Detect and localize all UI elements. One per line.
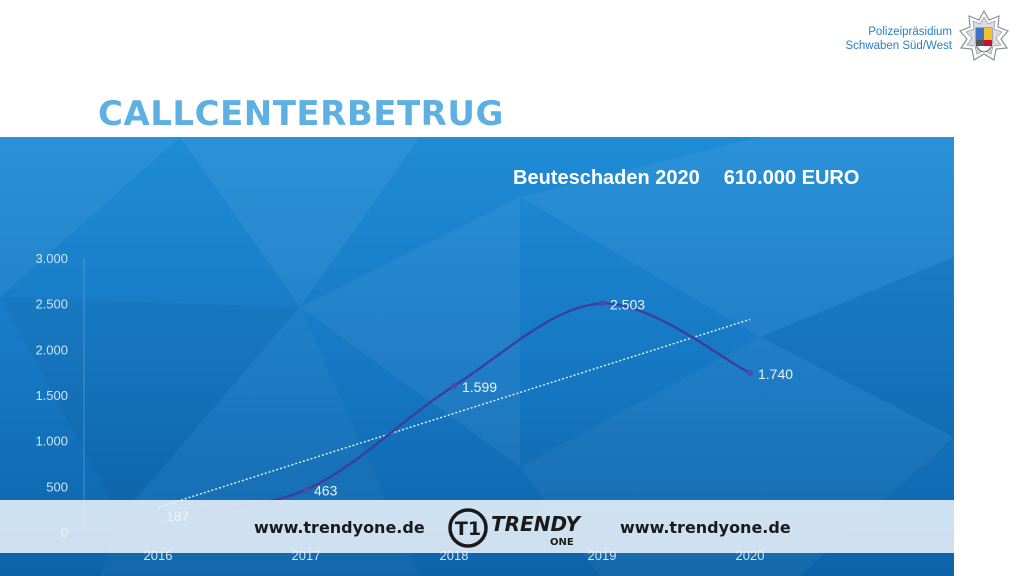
trendyone-logo-icon: T1 TRENDY ONE — [448, 508, 582, 548]
data-point — [599, 300, 605, 307]
police-star-icon — [958, 10, 1010, 61]
logo-mark: T1 — [455, 518, 481, 540]
banner-url-right[interactable]: www.trendyone.de — [620, 518, 791, 537]
promo-banner: www.trendyone.de T1 TRENDY ONE www.trend… — [0, 500, 954, 553]
headline: Beuteschaden 2020 610.000 EURO — [513, 167, 859, 190]
headline-label: Beuteschaden 2020 — [513, 167, 700, 189]
data-label: 463 — [314, 483, 338, 499]
headline-value: 610.000 EURO — [723, 167, 860, 189]
organization-line-2: Schwaben Süd/West — [845, 40, 952, 52]
data-label: 1.599 — [462, 379, 497, 395]
y-tick-label: 1.000 — [35, 434, 68, 449]
y-tick-label: 2.000 — [35, 342, 68, 357]
data-point — [303, 486, 309, 493]
background-pattern — [0, 137, 954, 576]
organization-name: Polizeipräsidium Schwaben Süd/West — [845, 25, 952, 53]
data-point — [747, 370, 753, 377]
organization-line-1: Polizeipräsidium — [868, 26, 952, 38]
logo-text: TRENDY — [491, 512, 582, 536]
series-line — [157, 302, 751, 517]
page-title: CALLCENTERBETRUG — [98, 94, 504, 134]
data-label: 1.740 — [758, 366, 793, 382]
data-point — [451, 382, 457, 389]
banner-url-left[interactable]: www.trendyone.de — [254, 518, 425, 537]
y-tick-label: 3.000 — [35, 251, 68, 266]
trendline — [157, 318, 751, 509]
y-tick-label: 2.500 — [35, 297, 68, 312]
y-tick-label: 500 — [46, 479, 68, 494]
data-label: 2.503 — [610, 296, 645, 312]
logo-subtext: ONE — [550, 537, 574, 548]
y-tick-label: 1.500 — [35, 388, 68, 403]
